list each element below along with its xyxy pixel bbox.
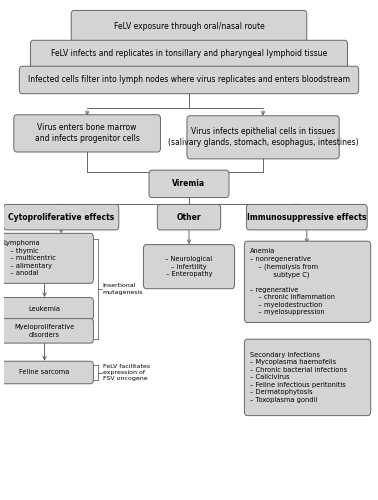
Text: Viremia: Viremia <box>172 180 206 188</box>
Text: FeLV exposure through oral/nasal route: FeLV exposure through oral/nasal route <box>114 22 264 30</box>
Text: Feline sarcoma: Feline sarcoma <box>19 370 70 376</box>
Text: Immunosuppressive effects: Immunosuppressive effects <box>247 212 367 222</box>
FancyBboxPatch shape <box>0 234 93 283</box>
Text: FeLV facilitates
expression of
FSV oncogene: FeLV facilitates expression of FSV oncog… <box>103 364 150 381</box>
FancyBboxPatch shape <box>19 66 359 94</box>
FancyBboxPatch shape <box>245 241 371 322</box>
FancyBboxPatch shape <box>246 204 367 230</box>
Text: Secondary infections
– Mycoplasma haemofelis
– Chronic bacterial infections
– Ca: Secondary infections – Mycoplasma haemof… <box>250 352 347 403</box>
Text: Cytoproliferative effects: Cytoproliferative effects <box>8 212 114 222</box>
Text: Infected cells filter into lymph nodes where virus replicates and enters bloodst: Infected cells filter into lymph nodes w… <box>28 76 350 84</box>
FancyBboxPatch shape <box>0 298 93 320</box>
Text: Virus enters bone marrow
and infects progenitor cells: Virus enters bone marrow and infects pro… <box>35 124 139 144</box>
FancyBboxPatch shape <box>149 170 229 198</box>
FancyBboxPatch shape <box>143 244 235 288</box>
Text: Other: Other <box>177 212 201 222</box>
FancyBboxPatch shape <box>0 318 93 343</box>
FancyBboxPatch shape <box>0 361 93 384</box>
Text: Anemia
– nonregenerative
    – (hemolysis from
           subtype C)

– regenera: Anemia – nonregenerative – (hemolysis fr… <box>250 248 335 316</box>
FancyBboxPatch shape <box>4 204 119 230</box>
FancyBboxPatch shape <box>71 10 307 42</box>
Text: Virus infects epithelial cells in tissues
(salivary glands, stomach, esophagus, : Virus infects epithelial cells in tissue… <box>168 127 358 148</box>
Text: Insertional
mutagenesis: Insertional mutagenesis <box>103 284 143 294</box>
FancyBboxPatch shape <box>245 339 371 415</box>
FancyBboxPatch shape <box>31 40 347 68</box>
FancyBboxPatch shape <box>187 116 339 159</box>
Text: Leukemia: Leukemia <box>28 306 60 312</box>
Text: Lymphoma
   – thymic
   – multicentric
   – alimentary
   – anodal: Lymphoma – thymic – multicentric – alime… <box>4 240 56 276</box>
Text: FeLV infects and replicates in tonsillary and pharyngeal lymphoid tissue: FeLV infects and replicates in tonsillar… <box>51 50 327 58</box>
FancyBboxPatch shape <box>14 115 161 152</box>
FancyBboxPatch shape <box>157 204 221 230</box>
Text: – Neurological
– Infertility
– Enteropathy: – Neurological – Infertility – Enteropat… <box>166 256 212 277</box>
Text: Myeloproliferative
disorders: Myeloproliferative disorders <box>14 324 74 338</box>
